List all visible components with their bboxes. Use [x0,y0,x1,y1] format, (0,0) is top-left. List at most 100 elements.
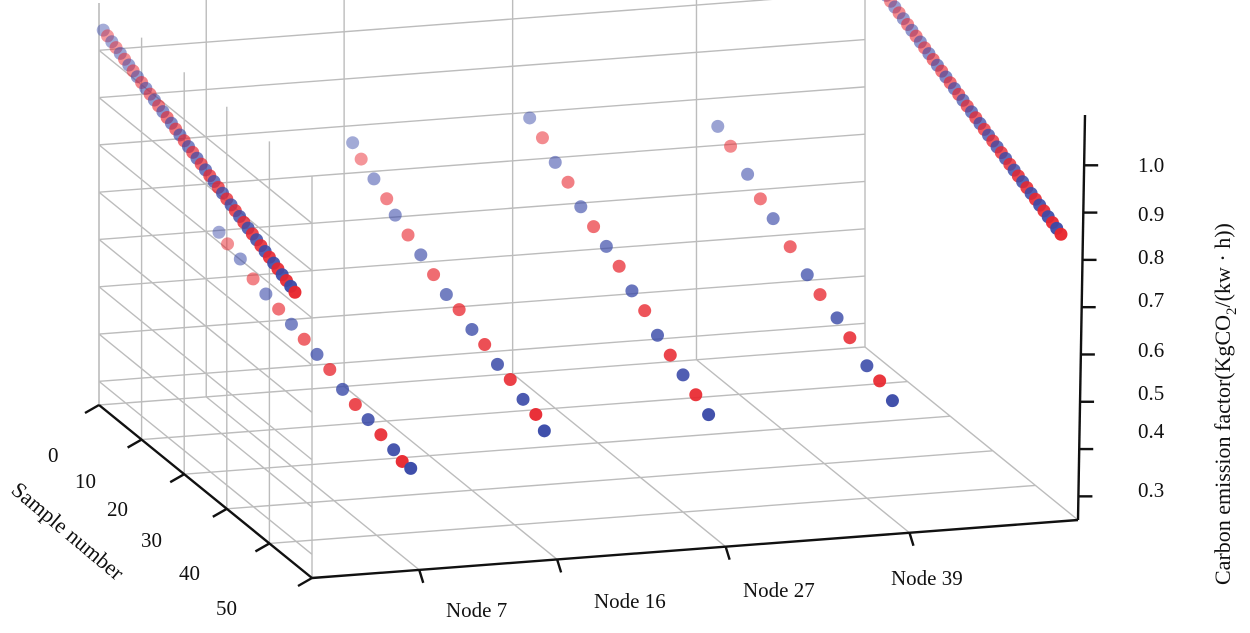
grid-backwall-z-line-6 [98,38,866,99]
grid-floor-x-line-1 [141,380,908,441]
grid-layer [98,0,1079,579]
y-tick-label-node-7: Node 7 [446,598,507,622]
grid-floor-x-line-3 [226,450,993,510]
point-series-0-59 [439,287,453,301]
point-series-1-72 [813,288,827,302]
point-series-1-52 [374,428,388,442]
point-series-1-45 [1054,227,1068,241]
point-series-0-53 [387,443,401,457]
point-series-0-73 [741,167,755,181]
point-series-0-67 [599,239,613,253]
point-series-0-51 [336,382,350,396]
point-series-0-49 [284,317,298,331]
grid-sidewall-z-line-5 [98,144,313,319]
point-series-0-0 [96,23,110,37]
grid-sidewall-z-line-2 [98,286,313,461]
point-series-1-68 [689,388,703,402]
y-tick-label-node-27: Node 27 [743,578,815,602]
point-series-0-75 [800,268,814,282]
point-series-1-56 [401,228,415,242]
x-tick-5 [297,576,313,588]
point-series-0-62 [516,392,530,406]
point-series-1-0 [101,29,115,43]
point-series-0-48 [259,287,273,301]
point-series-0-61 [490,357,504,371]
point-series-0-69 [650,328,664,342]
x-tick-label-4: 40 [179,561,200,585]
z-tick-label-0-3: 0.3 [1138,478,1164,502]
point-series-1-46 [221,237,235,251]
grid-floor-y-line-1 [205,396,420,571]
point-series-1-62 [535,131,549,145]
point-series-0-1 [105,35,119,49]
point-series-0-52 [361,413,375,427]
z-axis-title-prefix: Carbon emission factor(KgCO [1210,315,1235,585]
z-axis-line [1076,114,1087,521]
grid-floor-y-line-5 [864,346,1079,521]
z-tick-label-0-7: 0.7 [1138,288,1164,312]
point-series-1-54 [354,152,368,166]
point-series-0-55 [346,136,360,150]
x-tick-label-2: 20 [107,497,128,521]
point-series-1-47 [246,272,260,286]
point-series-1-65 [612,259,626,273]
point-series-0-46 [212,225,226,239]
z-tick-label-0-8: 0.8 [1138,245,1164,269]
y-axis-line [311,518,1079,580]
z-axis-title-suffix: /(kw · h)) [1210,223,1235,307]
point-series-0-65 [548,155,562,169]
point-series-1-67 [663,348,677,362]
point-series-0-47 [233,252,247,266]
point-series-0-66 [574,200,588,214]
grid-floor-y-line-4 [696,359,910,534]
y-tick-2 [724,546,731,561]
point-series-1-71 [783,240,797,254]
point-series-1-22 [288,285,302,299]
grid-backwall-z-line-7 [98,0,773,51]
y-tick-label-node-39: Node 39 [891,566,963,590]
z-tick-label-0-4: 0.4 [1138,419,1165,443]
point-series-1-58 [452,303,466,317]
grid-sidewall-z-line-6 [98,97,313,272]
x-tick-label-3: 30 [141,528,162,552]
z-tick-label-0-5: 0.5 [1138,381,1164,405]
grid-floor-y-line-2 [343,385,558,560]
point-series-0-54 [404,461,418,475]
x-tick-label-1: 10 [75,469,96,493]
point-series-1-73 [843,331,857,345]
point-series-1-64 [587,220,601,234]
point-series-0-58 [414,248,428,262]
grid-floor-x-line-4 [269,484,1036,545]
point-series-1-51 [348,397,362,411]
y-tick-0 [418,569,425,584]
point-series-0-77 [860,359,874,373]
x-tick-3 [212,507,228,518]
x-axis-title: Sample number [7,477,130,586]
x-tick-1 [127,438,143,449]
points-layer [96,0,1068,475]
point-series-1-49 [297,332,311,346]
point-series-1-57 [427,268,441,282]
x-axis-line [98,404,313,579]
grid-backwall-z-line-5 [98,86,866,146]
point-series-1-60 [503,372,517,386]
point-series-0-71 [702,408,716,422]
grid-floor-x-line-0 [98,346,866,406]
point-series-0-56 [367,172,381,186]
point-series-0-60 [465,322,479,336]
point-series-1-59 [478,338,492,352]
point-series-1-66 [638,304,652,318]
x-tick-4 [254,542,270,553]
point-series-0-72 [711,119,725,133]
point-series-1-74 [873,374,887,388]
grid-sidewall-z-line-1 [98,333,313,508]
grid-sidewall-z-line-4 [98,191,313,366]
point-series-1-48 [272,302,286,316]
y-tick-1 [555,559,563,573]
x-tick-0 [84,403,100,415]
grid-floor-x-line-2 [184,415,951,475]
y-tick-3 [908,532,915,547]
point-series-0-64 [523,111,537,125]
point-series-1-70 [753,192,767,206]
